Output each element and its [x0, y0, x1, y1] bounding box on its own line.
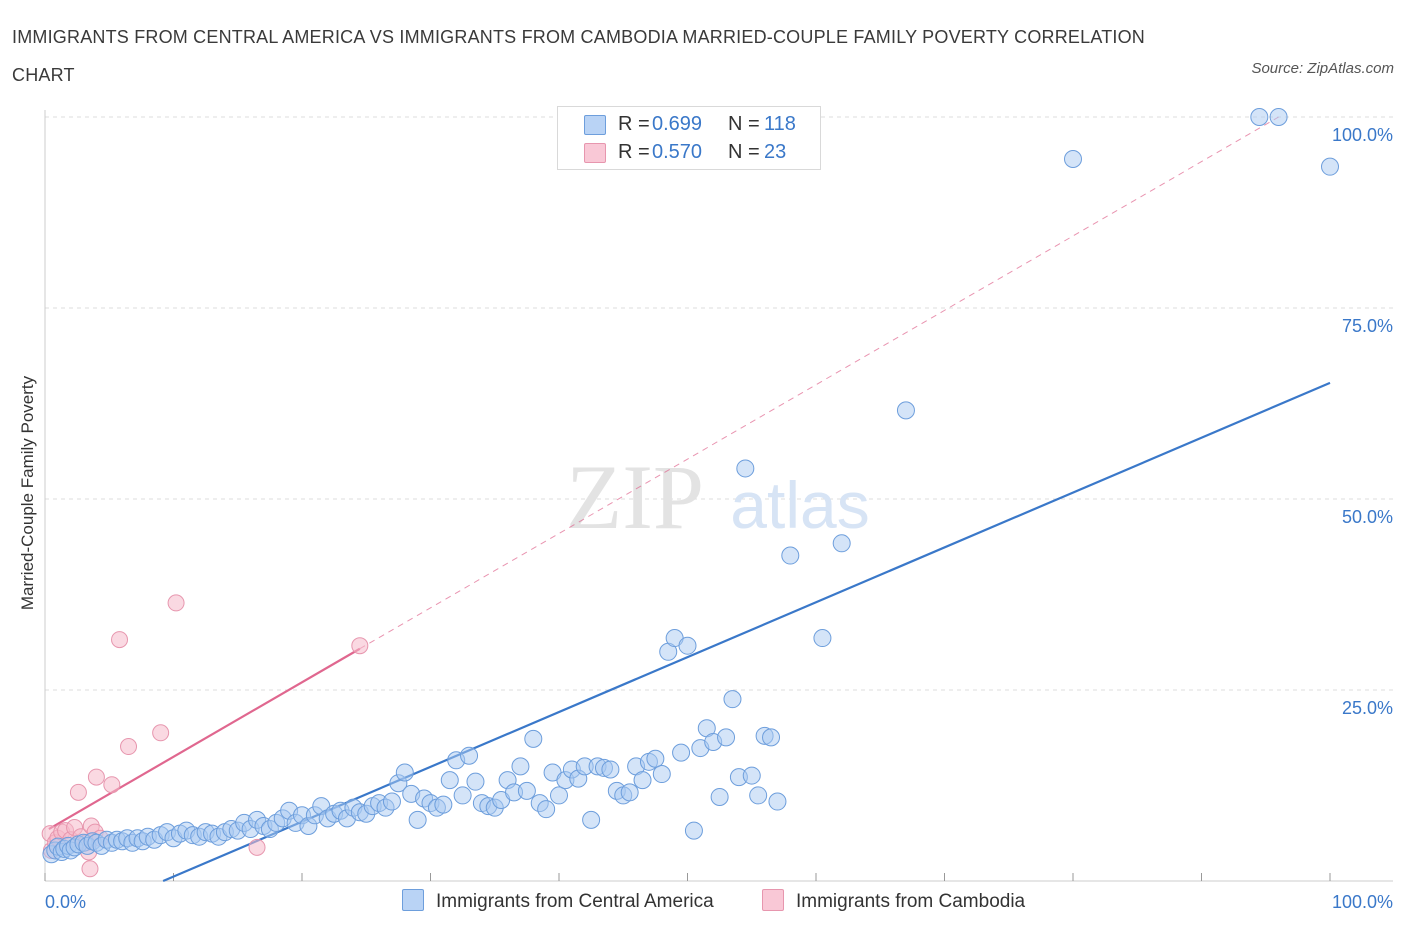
cambodia-point — [167, 594, 185, 612]
bottom-legend-central-america: Immigrants from Central America — [402, 888, 714, 916]
watermark-atlas: atlas — [730, 468, 869, 542]
x-tick-label: 100.0% — [1332, 892, 1393, 912]
central-america-point — [813, 629, 832, 648]
cambodia-point — [81, 860, 99, 878]
y-tick-label: 25.0% — [1342, 698, 1393, 718]
central-america-point — [582, 810, 601, 829]
central-america-point — [601, 760, 620, 779]
central-america-point — [517, 781, 536, 800]
legend-n-value: 118 — [764, 113, 796, 135]
central-america-point — [652, 765, 671, 784]
bottom-legend-label: Immigrants from Cambodia — [796, 891, 1026, 912]
cambodia-point — [111, 631, 129, 649]
central-america-point — [1269, 108, 1288, 126]
central-america-point — [395, 763, 414, 782]
central-america-point — [408, 810, 427, 829]
legend-r-label: R = — [618, 141, 650, 163]
bottom-legend-swatch-blue — [402, 889, 424, 911]
cambodia-point — [120, 738, 138, 756]
cambodia-point — [248, 838, 266, 856]
legend-r-value: 0.570 — [652, 141, 703, 163]
central-america-point — [710, 787, 729, 806]
y-tick-label: 100.0% — [1332, 125, 1393, 145]
cambodia-point — [152, 724, 170, 742]
bottom-legend-swatch-pink — [762, 889, 784, 911]
cambodia-point — [87, 768, 105, 786]
central-america-point — [633, 771, 652, 790]
central-america-point — [742, 766, 761, 785]
central-america-point — [550, 786, 568, 805]
legend-n-label: N = — [728, 141, 760, 163]
central-america-trend-line — [162, 381, 1331, 883]
central-america-point — [382, 792, 401, 811]
trend-lines — [48, 116, 1331, 883]
central-america-point — [768, 792, 787, 811]
central-america-point — [896, 401, 915, 420]
y-axis-label: Married-Couple Family Poverty — [18, 375, 37, 611]
central-america-point — [736, 459, 755, 478]
watermark: ZIP atlas — [566, 446, 870, 548]
central-america-point — [717, 728, 736, 747]
legend-r-label: R = — [618, 113, 650, 135]
legend-r-value: 0.699 — [652, 113, 703, 135]
cambodia-point — [351, 637, 369, 655]
y-tick-label: 75.0% — [1342, 316, 1393, 336]
central-america-point — [781, 546, 800, 565]
legend-swatch-pink — [584, 143, 606, 163]
central-america-point — [678, 636, 697, 655]
grid-lines — [45, 116, 1393, 691]
axes — [44, 110, 1393, 882]
central-america-point — [620, 783, 639, 802]
central-america-point — [453, 786, 472, 805]
central-america-point — [1321, 157, 1339, 176]
central-america-point — [1064, 150, 1082, 169]
central-america-point — [672, 743, 691, 762]
central-america-point — [723, 690, 742, 709]
central-america-point — [511, 757, 530, 776]
cambodia-point — [103, 776, 121, 794]
y-tick-label: 50.0% — [1342, 507, 1393, 527]
central-america-point — [762, 728, 781, 747]
central-america-point — [460, 746, 479, 765]
chart-title: IMMIGRANTS FROM CENTRAL AMERICA VS IMMIG… — [12, 27, 1146, 85]
legend-swatch-blue — [584, 115, 606, 135]
central-america-point — [646, 749, 665, 768]
central-america-point — [466, 772, 485, 791]
central-america-point — [440, 771, 459, 790]
central-america-point — [524, 729, 543, 748]
legend-n-label: N = — [728, 113, 760, 135]
cambodia-trend-line — [48, 647, 361, 830]
central-america-point — [832, 534, 851, 553]
central-america-point — [749, 786, 768, 805]
tick-labels: 100.0% 75.0% 50.0% 25.0% 0.0% 100.0% — [45, 125, 1393, 912]
central-america-point — [434, 795, 453, 814]
central-america-point — [684, 821, 703, 840]
legend-n-value: 23 — [764, 141, 787, 163]
source-label: Source: ZipAtlas.com — [1251, 60, 1394, 77]
correlation-legend: R = 0.699 N = 118 R = 0.570 N = 23 — [557, 106, 821, 170]
cambodia-trend-extension — [359, 116, 1279, 650]
watermark-zip: ZIP — [566, 446, 704, 548]
central-america-point — [537, 800, 556, 819]
bottom-legend-label: Immigrants from Central America — [436, 891, 714, 912]
central-america-point — [1250, 108, 1269, 126]
central-america-points — [42, 108, 1339, 864]
bottom-legend-cambodia: Immigrants from Cambodia — [762, 888, 1025, 916]
cambodia-point — [69, 783, 87, 801]
x-tick-label: 0.0% — [45, 892, 86, 912]
